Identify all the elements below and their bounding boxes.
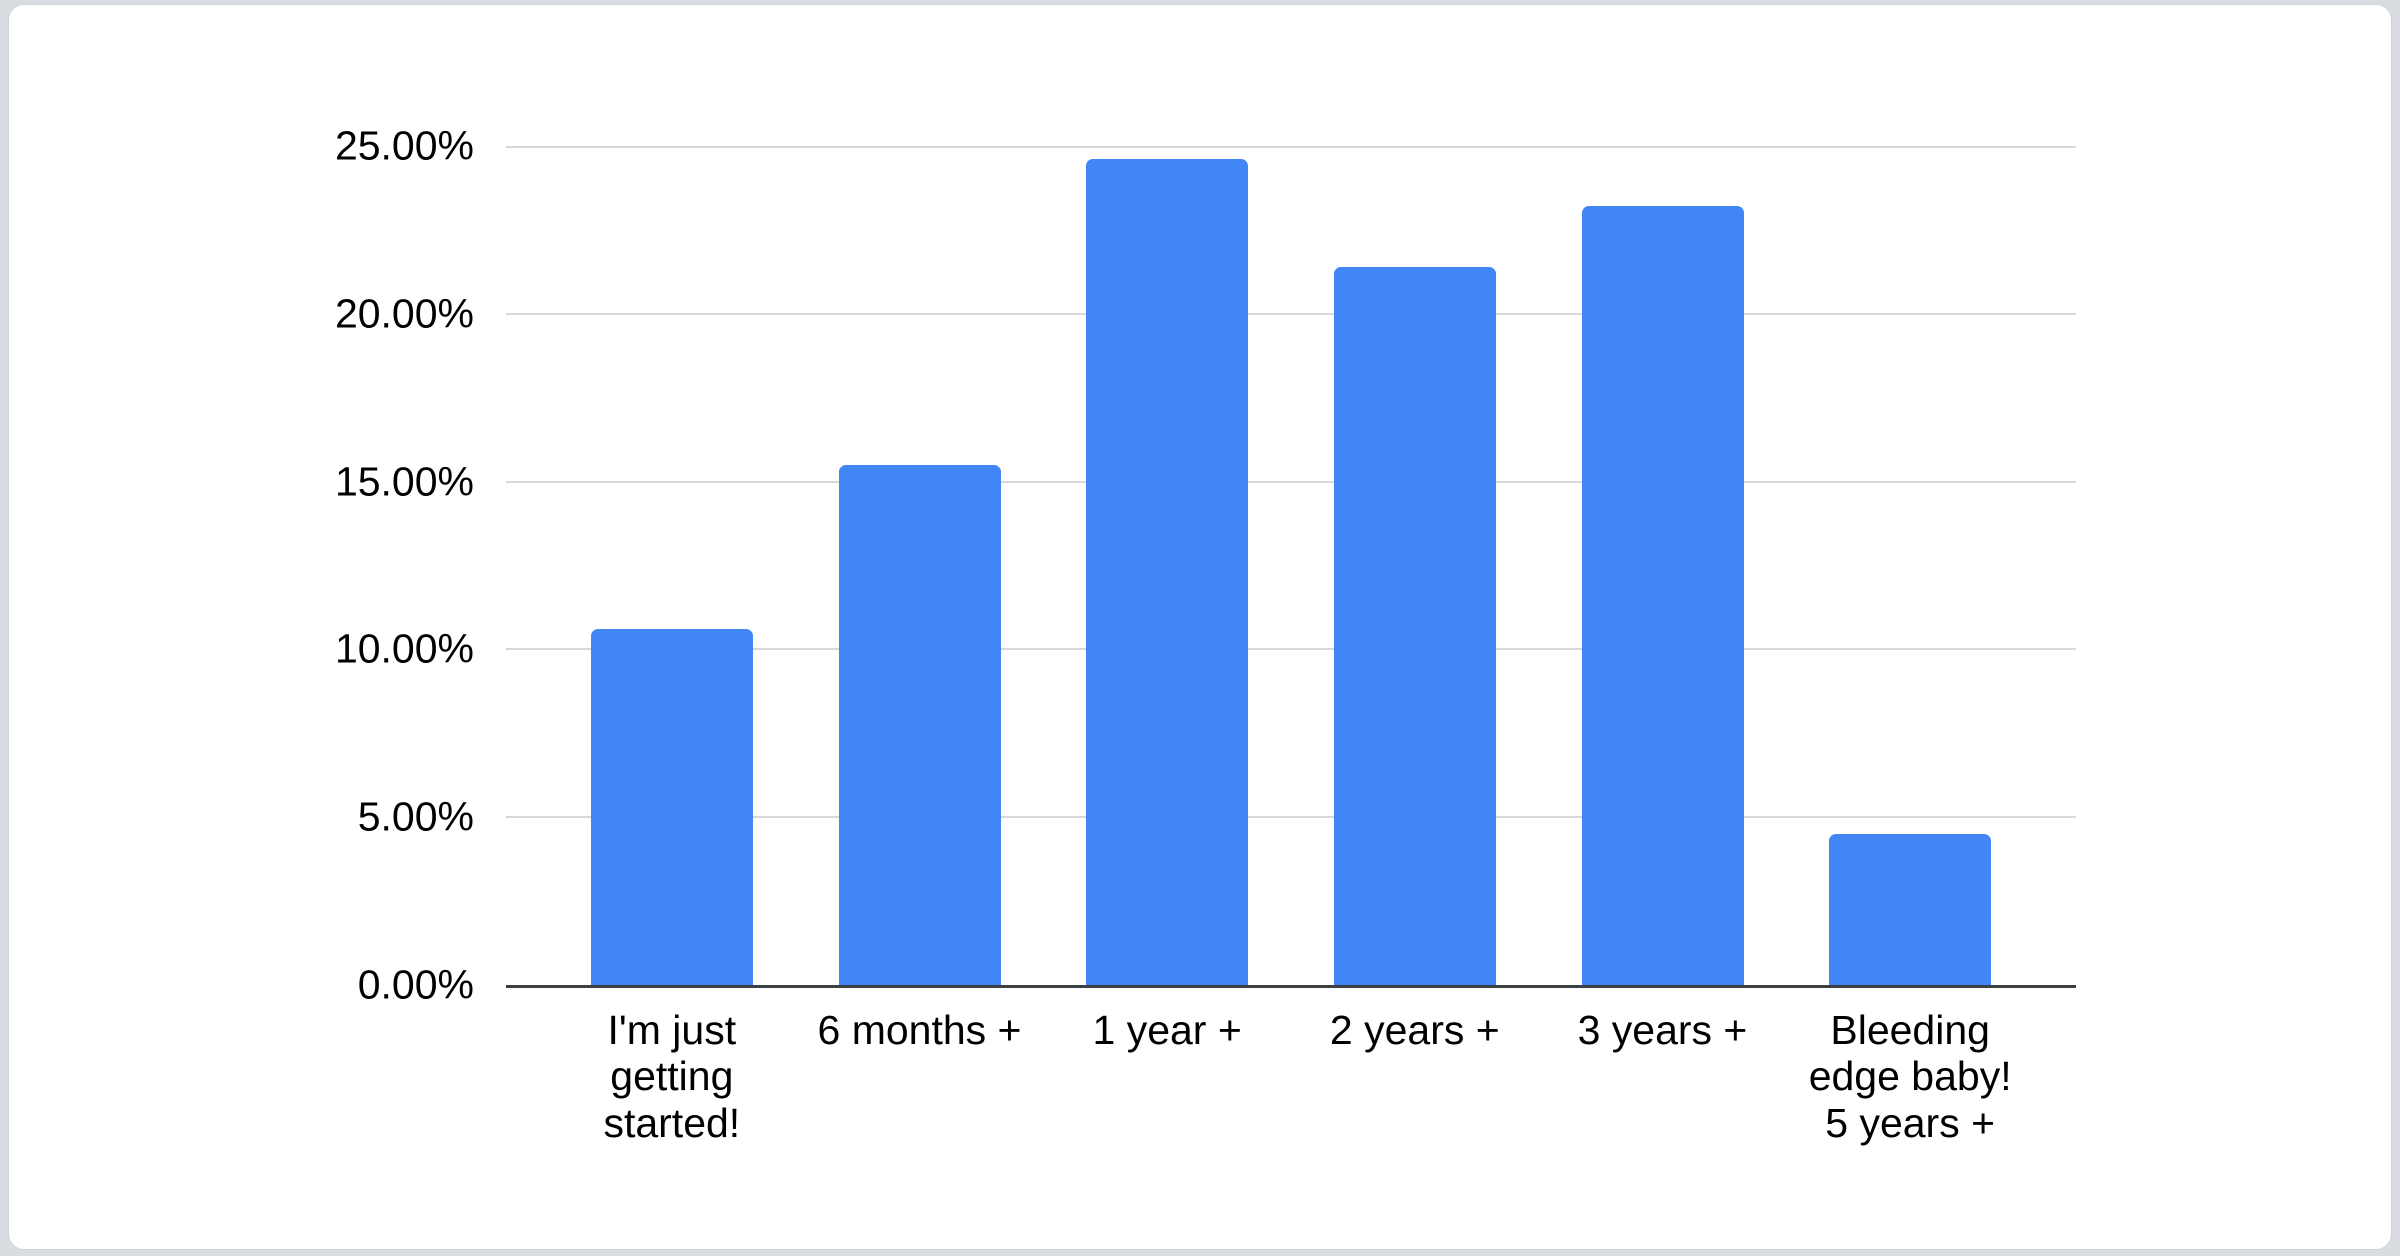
y-axis-tick-label: 25.00% <box>334 122 474 169</box>
results-card: 0.00% 5.00% 10.00% 15.00% 20.00% 25.00% I'm j… <box>8 4 2392 1250</box>
plot-area <box>506 146 2076 988</box>
y-axis-tick-label: 20.00% <box>334 290 474 337</box>
gridline <box>506 648 2076 651</box>
bar[interactable] <box>1581 206 1744 985</box>
gridline <box>506 816 2076 819</box>
gridline <box>506 146 2076 148</box>
y-axis-tick-label: 15.00% <box>334 458 474 505</box>
bar[interactable] <box>1829 833 1992 985</box>
x-axis-category-label: 6 months + <box>817 1007 1022 1053</box>
x-axis-category-label: I'm just getting started! <box>603 1007 741 1146</box>
y-axis-tick-label: 5.00% <box>357 793 474 840</box>
gridline <box>506 312 2076 315</box>
y-axis-tick-label: 10.00% <box>334 625 474 672</box>
x-axis-category-label: 1 year + <box>1092 1007 1242 1053</box>
bar[interactable] <box>1333 266 1496 985</box>
y-axis-tick-label: 0.00% <box>357 961 474 1008</box>
bar[interactable] <box>838 464 1001 985</box>
gridline <box>506 480 2076 483</box>
x-axis-category-label: Bleeding edge baby! 5 years + <box>1808 1007 2012 1146</box>
bar-chart: 0.00% 5.00% 10.00% 15.00% 20.00% 25.00% I'm j… <box>9 5 2391 1249</box>
bar[interactable] <box>1086 159 1249 985</box>
x-axis-category-label: 2 years + <box>1329 1007 1500 1053</box>
x-axis-category-label: 3 years + <box>1577 1007 1748 1053</box>
bar[interactable] <box>590 629 753 985</box>
